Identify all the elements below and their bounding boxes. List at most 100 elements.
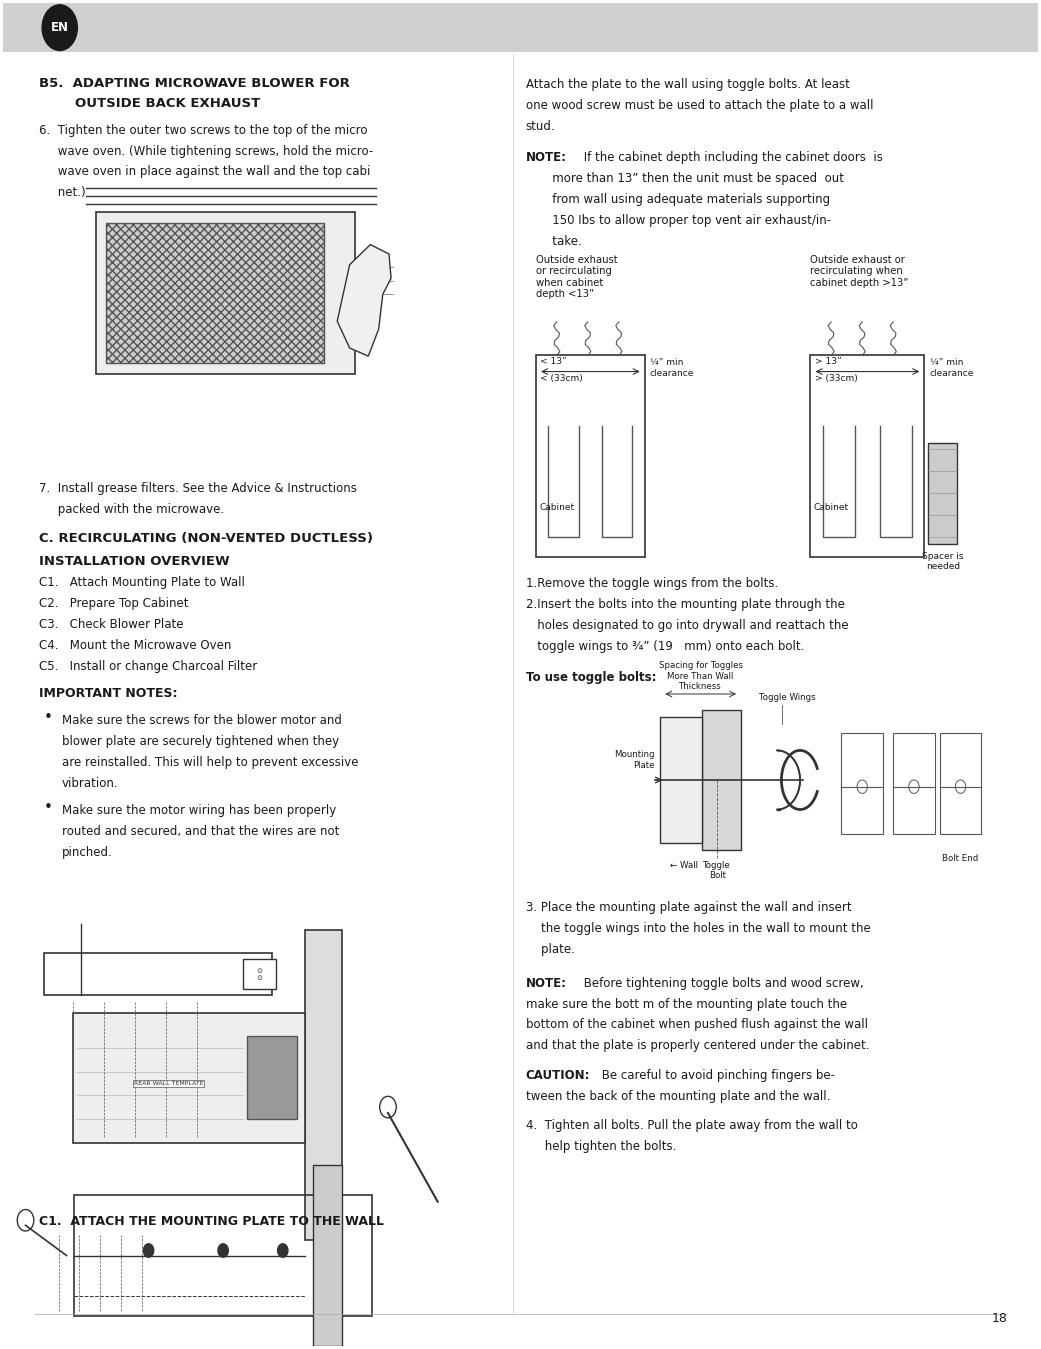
Text: REAR WALL TEMPLATE: REAR WALL TEMPLATE [133, 1081, 203, 1086]
Text: Spacing for Toggles
More Than Wall
Thickness: Spacing for Toggles More Than Wall Thick… [659, 661, 742, 691]
Text: Be careful to avoid pinching fingers be-: Be careful to avoid pinching fingers be- [599, 1068, 835, 1082]
Text: Cabinet: Cabinet [813, 503, 848, 513]
Text: vibration.: vibration. [61, 777, 119, 789]
Text: •: • [44, 710, 53, 726]
Text: > (33cm): > (33cm) [814, 374, 858, 383]
Bar [74, 1195, 373, 1317]
Text: Bolt End: Bolt End [942, 854, 979, 863]
Text: IMPORTANT NOTES:: IMPORTANT NOTES: [39, 687, 178, 700]
Text: tween the back of the mounting plate and the wall.: tween the back of the mounting plate and… [526, 1090, 830, 1102]
Text: 18: 18 [991, 1311, 1007, 1325]
Text: NOTE:: NOTE: [526, 151, 566, 165]
Text: < (33cm): < (33cm) [540, 374, 583, 383]
Text: Toggle Wings: Toggle Wings [759, 693, 816, 701]
FancyBboxPatch shape [3, 3, 1038, 53]
Text: Cabinet: Cabinet [539, 503, 575, 513]
Bar [841, 733, 883, 834]
Circle shape [278, 1244, 288, 1257]
Text: wave oven. (While tightening screws, hold the micro-: wave oven. (While tightening screws, hol… [39, 144, 374, 158]
Text: wave oven in place against the wall and the top cabi: wave oven in place against the wall and … [39, 166, 371, 178]
Text: one wood screw must be used to attach the plate to a wall: one wood screw must be used to attach th… [526, 98, 873, 112]
Text: ← Wall: ← Wall [669, 861, 697, 870]
Bar [660, 716, 702, 843]
Bar [312, 1164, 342, 1346]
Text: net.): net.) [39, 186, 85, 200]
Bar [247, 1036, 297, 1118]
Text: Outside exhaust
or recirculating
when cabinet
depth <13”: Outside exhaust or recirculating when ca… [536, 255, 617, 299]
Text: toggle wings to ¾” (19   mm) onto each bolt.: toggle wings to ¾” (19 mm) onto each bol… [526, 639, 804, 653]
Text: 2.Insert the bolts into the mounting plate through the: 2.Insert the bolts into the mounting pla… [526, 598, 844, 611]
Text: C4.   Mount the Microwave Oven: C4. Mount the Microwave Oven [39, 639, 231, 652]
Text: ¼” min
clearance: ¼” min clearance [930, 357, 974, 378]
Text: the toggle wings into the holes in the wall to mount the: the toggle wings into the holes in the w… [526, 921, 870, 935]
Text: C1.  ATTACH THE MOUNTING PLATE TO THE WALL: C1. ATTACH THE MOUNTING PLATE TO THE WAL… [39, 1214, 384, 1228]
Circle shape [956, 780, 966, 793]
Text: Before tightening toggle bolts and wood screw,: Before tightening toggle bolts and wood … [580, 977, 863, 990]
Text: help tighten the bolts.: help tighten the bolts. [526, 1140, 676, 1153]
Text: plate.: plate. [526, 943, 575, 955]
Circle shape [857, 780, 867, 793]
Text: < 13”: < 13” [540, 357, 566, 366]
Text: If the cabinet depth including the cabinet doors  is: If the cabinet depth including the cabin… [580, 151, 883, 165]
Text: Outside exhaust or
recirculating when
cabinet depth >13”: Outside exhaust or recirculating when ca… [811, 255, 909, 287]
Circle shape [218, 1244, 228, 1257]
Text: 1.Remove the toggle wings from the bolts.: 1.Remove the toggle wings from the bolts… [526, 577, 778, 590]
Text: 6.  Tighten the outer two screws to the top of the micro: 6. Tighten the outer two screws to the t… [39, 124, 367, 136]
Text: INSTALLATION OVERVIEW: INSTALLATION OVERVIEW [39, 554, 230, 568]
Bar [305, 929, 342, 1240]
Text: Make sure the motor wiring has been properly: Make sure the motor wiring has been prop… [61, 804, 336, 817]
Bar [536, 355, 644, 557]
Text: Spacer is
needed: Spacer is needed [922, 552, 964, 571]
Text: more than 13” then the unit must be spaced  out: more than 13” then the unit must be spac… [526, 173, 843, 185]
Text: EN: EN [51, 22, 69, 34]
Text: holes designated to go into drywall and reattach the: holes designated to go into drywall and … [526, 619, 848, 631]
Text: bottom of the cabinet when pushed flush against the wall: bottom of the cabinet when pushed flush … [526, 1018, 868, 1032]
Text: •: • [44, 800, 53, 815]
Bar [811, 355, 924, 557]
Text: and that the plate is properly centered under the cabinet.: and that the plate is properly centered … [526, 1039, 869, 1052]
Text: Toggle
Bolt: Toggle Bolt [704, 861, 731, 880]
Circle shape [42, 5, 77, 50]
Polygon shape [337, 244, 391, 356]
Text: from wall using adequate materials supporting: from wall using adequate materials suppo… [526, 193, 830, 206]
Text: pinched.: pinched. [61, 846, 112, 859]
Text: C. RECIRCULATING (NON-VENTED DUCTLESS): C. RECIRCULATING (NON-VENTED DUCTLESS) [39, 532, 373, 545]
Text: routed and secured, and that the wires are not: routed and secured, and that the wires a… [61, 826, 339, 838]
Text: Make sure the screws for the blower motor and: Make sure the screws for the blower moto… [61, 714, 341, 727]
Text: > 13”: > 13” [814, 357, 841, 366]
Bar [893, 733, 935, 834]
Text: Mounting
Plate: Mounting Plate [614, 750, 655, 769]
Text: ¼” min
clearance: ¼” min clearance [650, 357, 694, 378]
Text: packed with the microwave.: packed with the microwave. [39, 503, 224, 517]
Bar [44, 954, 272, 994]
Text: B5.  ADAPTING MICROWAVE BLOWER FOR: B5. ADAPTING MICROWAVE BLOWER FOR [39, 77, 350, 89]
Text: C3.   Check Blower Plate: C3. Check Blower Plate [39, 618, 183, 631]
Text: C5.   Install or change Charcoal Filter: C5. Install or change Charcoal Filter [39, 660, 257, 673]
Text: C2.   Prepare Top Cabinet: C2. Prepare Top Cabinet [39, 598, 188, 610]
Text: 7.  Install grease filters. See the Advice & Instructions: 7. Install grease filters. See the Advic… [39, 483, 357, 495]
Text: 150 Ibs to allow proper top vent air exhaust/in-: 150 Ibs to allow proper top vent air exh… [526, 213, 831, 227]
Text: C1.   Attach Mounting Plate to Wall: C1. Attach Mounting Plate to Wall [39, 576, 245, 590]
Circle shape [909, 780, 919, 793]
Text: OUTSIDE BACK EXHAUST: OUTSIDE BACK EXHAUST [75, 97, 260, 109]
Bar [940, 733, 982, 834]
Text: To use toggle bolts:: To use toggle bolts: [526, 672, 656, 684]
Text: stud.: stud. [526, 120, 555, 132]
Text: ⊙
⊙: ⊙ ⊙ [257, 967, 262, 981]
Text: CAUTION:: CAUTION: [526, 1068, 590, 1082]
Text: NOTE:: NOTE: [526, 977, 566, 990]
Bar [929, 442, 958, 544]
Text: take.: take. [526, 235, 582, 247]
Text: 4.  Tighten all bolts. Pull the plate away from the wall to: 4. Tighten all bolts. Pull the plate awa… [526, 1120, 858, 1132]
Text: are reinstalled. This will help to prevent excessive: are reinstalled. This will help to preve… [61, 755, 358, 769]
Text: blower plate are securely tightened when they: blower plate are securely tightened when… [61, 735, 339, 747]
Bar [73, 1013, 305, 1143]
Text: 3. Place the mounting plate against the wall and insert: 3. Place the mounting plate against the … [526, 901, 852, 913]
Text: make sure the bott m of the mounting plate touch the: make sure the bott m of the mounting pla… [526, 998, 846, 1010]
Bar [702, 710, 741, 850]
Text: Attach the plate to the wall using toggle bolts. At least: Attach the plate to the wall using toggl… [526, 78, 849, 90]
Bar [96, 212, 355, 374]
Circle shape [144, 1244, 154, 1257]
Bar [243, 959, 276, 989]
Bar [106, 223, 324, 363]
